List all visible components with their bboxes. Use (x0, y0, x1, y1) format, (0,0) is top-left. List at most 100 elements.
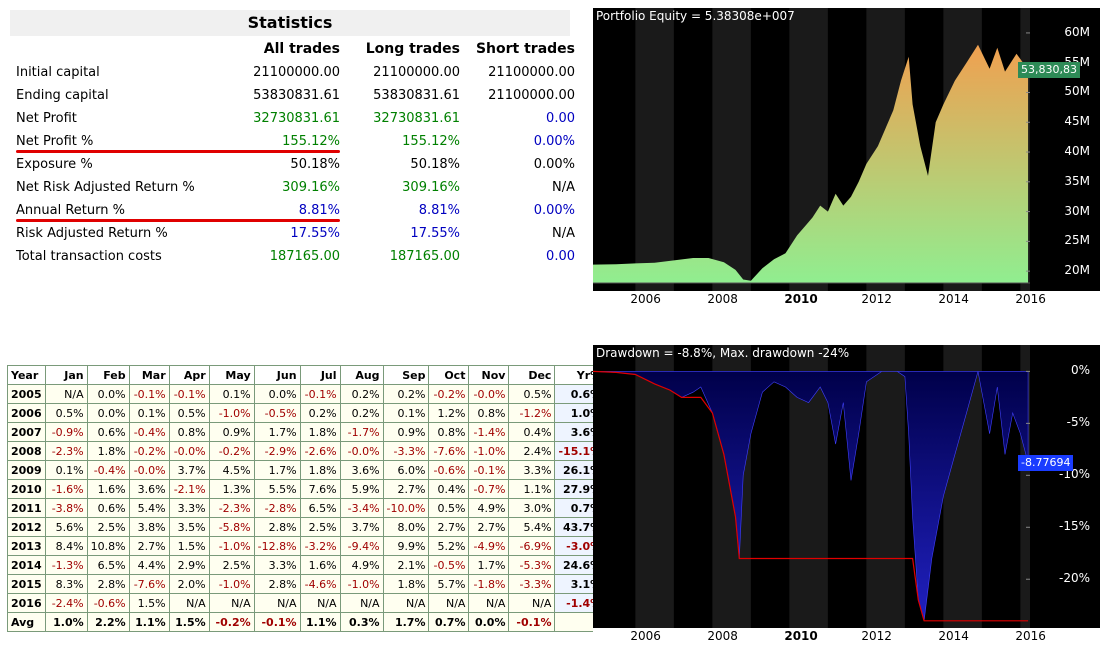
return-cell: 0.1% (382, 403, 430, 423)
return-cell: 0.8% (428, 422, 470, 442)
highlight-underline (16, 219, 340, 222)
equity-chart: Portfolio Equity = 5.38308e+007 (593, 8, 1059, 291)
stats-row: Exposure % 50.18% 50.18% 0.00% (10, 154, 575, 176)
return-cell: -1.0% (339, 574, 384, 594)
return-cell: -1.0% (208, 403, 255, 423)
return-cell: -2.8% (253, 498, 301, 518)
stats-row-label: Total transaction costs (16, 249, 162, 264)
return-cell: 1.1% (128, 612, 170, 632)
return-cell: 10.8% (86, 536, 130, 556)
return-cell: 0.5% (508, 384, 556, 404)
return-cell: 0.7% (428, 612, 470, 632)
return-cell (554, 612, 606, 632)
month-header-may: May (208, 365, 255, 385)
return-cell: -4.9% (468, 536, 510, 556)
return-cell: -0.4% (86, 460, 130, 480)
month-header-jun: Jun (253, 365, 301, 385)
stats-row: Initial capital 21100000.00 21100000.00 211… (10, 62, 575, 84)
stats-value: 53830831.61 (253, 88, 340, 103)
return-cell: 0.3% (339, 612, 384, 632)
return-cell: 5.7% (428, 574, 470, 594)
return-cell: 1.5% (168, 612, 210, 632)
equity-chart-title: Portfolio Equity = 5.38308e+007 (596, 9, 795, 23)
month-header-aug: Aug (339, 365, 384, 385)
stats-value: 0.00% (533, 157, 575, 172)
y-tick-label: 30M (1064, 203, 1090, 218)
return-cell: 3.8% (128, 517, 170, 537)
return-cell: 0.1% (208, 384, 255, 404)
year-cell: 2016 (7, 593, 46, 613)
return-cell: 5.4% (128, 498, 170, 518)
return-cell: 5.9% (339, 479, 384, 499)
return-cell: 5.2% (428, 536, 470, 556)
stats-value: 17.55% (290, 226, 340, 241)
year-cell: 2012 (7, 517, 46, 537)
drawdown-chart-title: Drawdown = -8.8%, Max. drawdown -24% (596, 346, 850, 360)
return-cell: -0.1% (468, 460, 510, 480)
y-tick-label: -20% (1058, 571, 1090, 586)
stats-value: 0.00% (533, 134, 575, 149)
year-cell: 2008 (7, 441, 46, 461)
monthly-returns-table: Year Jan Feb Mar Apr May Jun Jul Aug Sep Oct Nov Dec… (7, 365, 606, 632)
stats-row: Net Risk Adjusted Return % 309.16% 309.16%… (10, 177, 575, 199)
return-cell: -3.8% (44, 498, 88, 518)
return-cell: N/A (468, 593, 510, 613)
equity-y-axis: 20M25M30M35M40M45M50M55M60M (1030, 8, 1100, 291)
return-cell: -0.1% (299, 384, 341, 404)
return-cell: 1.8% (86, 441, 130, 461)
return-cell: 0.0% (253, 384, 301, 404)
last-value-label: 53,830,83 (1018, 61, 1080, 78)
return-cell: 2.7% (468, 517, 510, 537)
return-cell: 0.2% (382, 384, 430, 404)
return-cell: 1.8% (299, 460, 341, 480)
stats-row: Risk Adjusted Return % 17.55% 17.55% N/A (10, 223, 575, 245)
max-drawdown-line (592, 370, 1029, 622)
month-header-year: Year (7, 365, 46, 385)
return-cell: -0.6% (86, 593, 130, 613)
month-header-nov: Nov (468, 365, 510, 385)
return-cell: 0.5% (168, 403, 210, 423)
return-cell: 1.7% (468, 555, 510, 575)
month-header-jul: Jul (299, 365, 341, 385)
y-tick-label: -5% (1066, 415, 1090, 430)
drawdown-plot (592, 345, 1059, 628)
return-cell: 1.8% (299, 422, 341, 442)
return-cell: 3.7% (339, 517, 384, 537)
return-cell: -0.2% (208, 612, 255, 632)
return-cell: -3.3% (382, 441, 430, 461)
return-cell: 4.9% (339, 555, 384, 575)
stats-row-label: Risk Adjusted Return % (16, 226, 168, 241)
return-cell: -6.9% (508, 536, 556, 556)
x-tick-label: 2014 (938, 629, 969, 643)
return-cell: -3.2% (299, 536, 341, 556)
return-cell: -5.3% (508, 555, 556, 575)
return-cell: 1.8% (382, 574, 430, 594)
return-cell: 3.7% (168, 460, 210, 480)
return-cell: 4.5% (208, 460, 255, 480)
stats-value: 155.12% (282, 134, 340, 149)
stats-value: 53830831.61 (373, 88, 460, 103)
stats-value: 21100000.00 (253, 65, 340, 80)
x-tick-label: 2014 (938, 292, 969, 306)
return-cell: 0.4% (428, 479, 470, 499)
return-cell: 0.2% (299, 403, 341, 423)
return-cell: 4.4% (128, 555, 170, 575)
return-cell: 1.0% (554, 403, 606, 423)
stats-value: 8.81% (298, 203, 340, 218)
return-cell: -2.9% (253, 441, 301, 461)
stats-value: 309.16% (282, 180, 340, 195)
y-tick-label: -15% (1058, 519, 1090, 534)
stats-value: N/A (552, 180, 575, 195)
return-cell: 3.3% (508, 460, 556, 480)
return-cell: 1.7% (253, 460, 301, 480)
statistics-table: All trades Long trades Short trades Initial… (10, 36, 575, 268)
return-cell: 8.3% (44, 574, 88, 594)
return-cell: 1.7% (253, 422, 301, 442)
return-cell: -4.6% (299, 574, 341, 594)
return-cell: 0.2% (339, 384, 384, 404)
year-band (635, 345, 674, 628)
return-cell: 1.1% (299, 612, 341, 632)
return-cell: 1.2% (428, 403, 470, 423)
stats-value: 21100000.00 (373, 65, 460, 80)
stats-value: 187165.00 (389, 249, 460, 264)
